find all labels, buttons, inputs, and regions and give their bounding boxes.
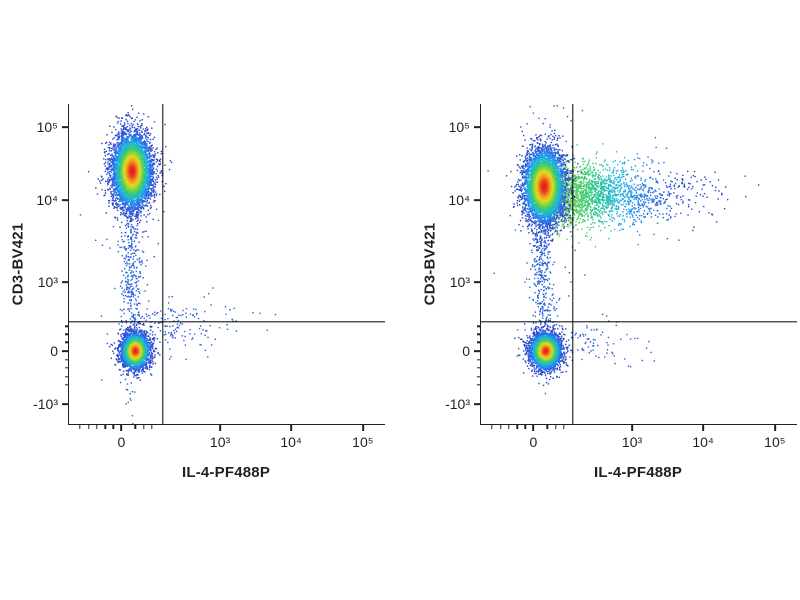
- x-tick-label: 0: [529, 434, 538, 450]
- x-axis-tick: [219, 424, 221, 431]
- y-axis-tick: [62, 281, 69, 283]
- x-axis-minor-tick: [508, 424, 510, 429]
- y-axis-tick: [474, 281, 481, 283]
- plot-area: 0 10³ 10⁴ 10⁵ 10⁵ 10⁴ 10³ 0 -10³: [33, 104, 385, 450]
- y-tick-label: 10⁴: [36, 192, 58, 208]
- y-axis-tick: [474, 199, 481, 201]
- x-axis-minor-tick: [96, 424, 98, 429]
- y-axis-minor-tick: [64, 384, 69, 386]
- flow-cytometry-plot-left: CD3-BV421 0 10³ 10⁴ 10⁵ 10⁵ 10⁴ 10³ 0 -10³ IL-4-…: [2, 0, 400, 600]
- quadrant-gate-vertical-line: [162, 104, 164, 424]
- y-axis-minor-tick: [476, 384, 481, 386]
- y-tick-label: 10³: [37, 273, 58, 290]
- y-axis-minor-tick: [64, 375, 69, 378]
- y-axis-tick: [62, 350, 69, 352]
- y-axis-minor-tick: [476, 375, 481, 378]
- x-axis-minor-tick: [546, 424, 549, 429]
- x-tick-label: 10⁴: [280, 434, 302, 450]
- y-axis-label: CD3-BV421: [9, 222, 27, 306]
- y-axis-tick: [62, 403, 69, 405]
- y-axis-minor-tick: [64, 341, 69, 344]
- y-axis-minor-tick: [64, 359, 69, 361]
- y-axis-minor-tick: [64, 367, 69, 369]
- y-axis-tick: [62, 199, 69, 201]
- y-tick-label: -10³: [33, 396, 58, 413]
- x-axis-tick: [290, 424, 292, 431]
- x-axis-label: IL-4-PF488P: [593, 464, 683, 481]
- y-tick-label: 0: [462, 343, 470, 360]
- y-tick-label: 10⁴: [448, 192, 470, 208]
- y-tick-label: -10³: [445, 396, 470, 413]
- plot-area: 0 10³ 10⁴ 10⁵ 10⁵ 10⁴ 10³ 0 -10³: [445, 104, 797, 450]
- x-tick-label: 10⁵: [764, 434, 786, 450]
- x-axis-minor-tick: [104, 424, 107, 429]
- y-axis-minor-tick: [476, 359, 481, 361]
- x-tick-label: 10³: [621, 434, 643, 450]
- x-axis-tick: [362, 424, 364, 431]
- x-axis-tick: [631, 424, 633, 431]
- y-axis-minor-tick: [476, 325, 481, 328]
- x-axis-tick: [702, 424, 704, 431]
- x-tick-label: 10⁵: [352, 434, 374, 450]
- y-axis-tick: [474, 403, 481, 405]
- y-tick-label: 0: [50, 343, 58, 360]
- quadrant-gate-horizontal-line: [481, 320, 797, 323]
- x-axis-tick: [120, 424, 123, 431]
- y-tick-label: 10⁵: [448, 119, 470, 136]
- x-tick-label: 10⁴: [692, 434, 714, 450]
- x-axis-minor-tick: [491, 424, 493, 429]
- x-axis-minor-tick: [134, 424, 137, 429]
- y-axis-minor-tick: [64, 333, 69, 336]
- x-axis-tick: [532, 424, 535, 431]
- y-axis-minor-tick: [64, 325, 69, 328]
- flow-cytometry-plot-right: CD3-BV421 0 10³ 10⁴ 10⁵ 10⁵ 10⁴ 10³ 0 -10³ IL-4-…: [414, 0, 800, 600]
- y-axis-minor-tick: [476, 367, 481, 369]
- density-scatter-canvas: [481, 104, 797, 424]
- x-axis-minor-tick: [524, 424, 526, 429]
- x-tick-label: 0: [117, 434, 126, 450]
- y-axis-tick: [62, 126, 69, 128]
- x-axis-minor-tick: [554, 424, 557, 429]
- y-axis-minor-tick: [476, 341, 481, 344]
- y-axis-label: CD3-BV421: [421, 222, 439, 306]
- x-tick-label: 10³: [209, 434, 231, 450]
- x-axis-minor-tick: [516, 424, 519, 429]
- y-axis-minor-tick: [476, 333, 481, 336]
- x-axis-minor-tick: [142, 424, 145, 429]
- y-tick-label: 10³: [449, 273, 470, 290]
- x-axis-tick: [774, 424, 776, 431]
- y-axis-tick: [474, 350, 481, 352]
- y-axis-tick: [474, 126, 481, 128]
- x-axis-minor-tick: [87, 424, 90, 429]
- x-axis-minor-tick: [112, 424, 114, 429]
- x-axis-minor-tick: [499, 424, 502, 429]
- x-axis-minor-tick: [563, 424, 565, 429]
- quadrant-gate-horizontal-line: [69, 320, 385, 323]
- x-axis-label: IL-4-PF488P: [181, 464, 271, 481]
- y-tick-label: 10⁵: [36, 119, 58, 136]
- density-scatter-canvas: [69, 104, 385, 424]
- x-axis-minor-tick: [79, 424, 81, 429]
- x-axis-minor-tick: [151, 424, 153, 429]
- quadrant-gate-vertical-line: [571, 104, 574, 424]
